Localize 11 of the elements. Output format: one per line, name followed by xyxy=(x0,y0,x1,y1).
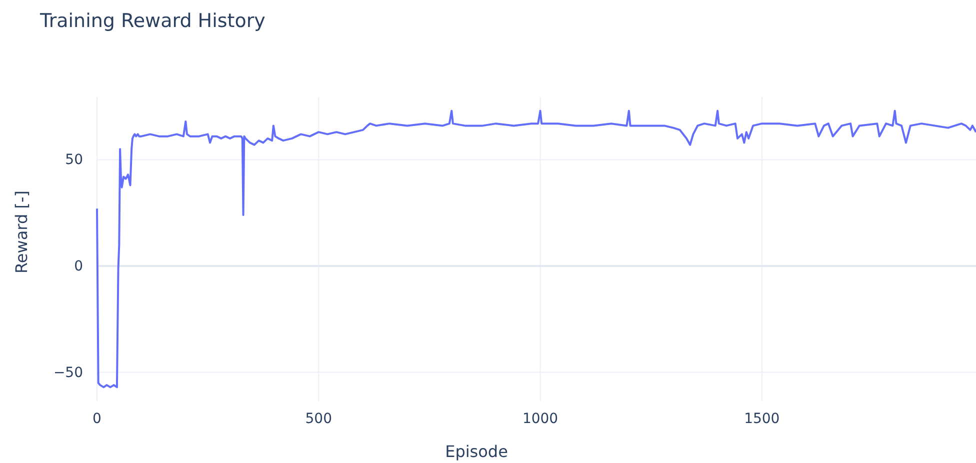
x-tick-label: 1500 xyxy=(744,410,780,427)
y-axis-title: Reward [-] xyxy=(12,190,31,274)
y-tick-label: 0 xyxy=(74,258,83,274)
line-series xyxy=(96,110,976,388)
chart-title: Training Reward History xyxy=(39,10,266,32)
x-tick-label: 500 xyxy=(305,410,332,427)
x-tick-label: 1000 xyxy=(522,410,558,427)
y-tick-label: −50 xyxy=(53,364,83,381)
x-tick-label: 0 xyxy=(92,410,102,427)
x-axis-title: Episode xyxy=(445,442,508,461)
y-tick-label: 50 xyxy=(65,152,83,168)
